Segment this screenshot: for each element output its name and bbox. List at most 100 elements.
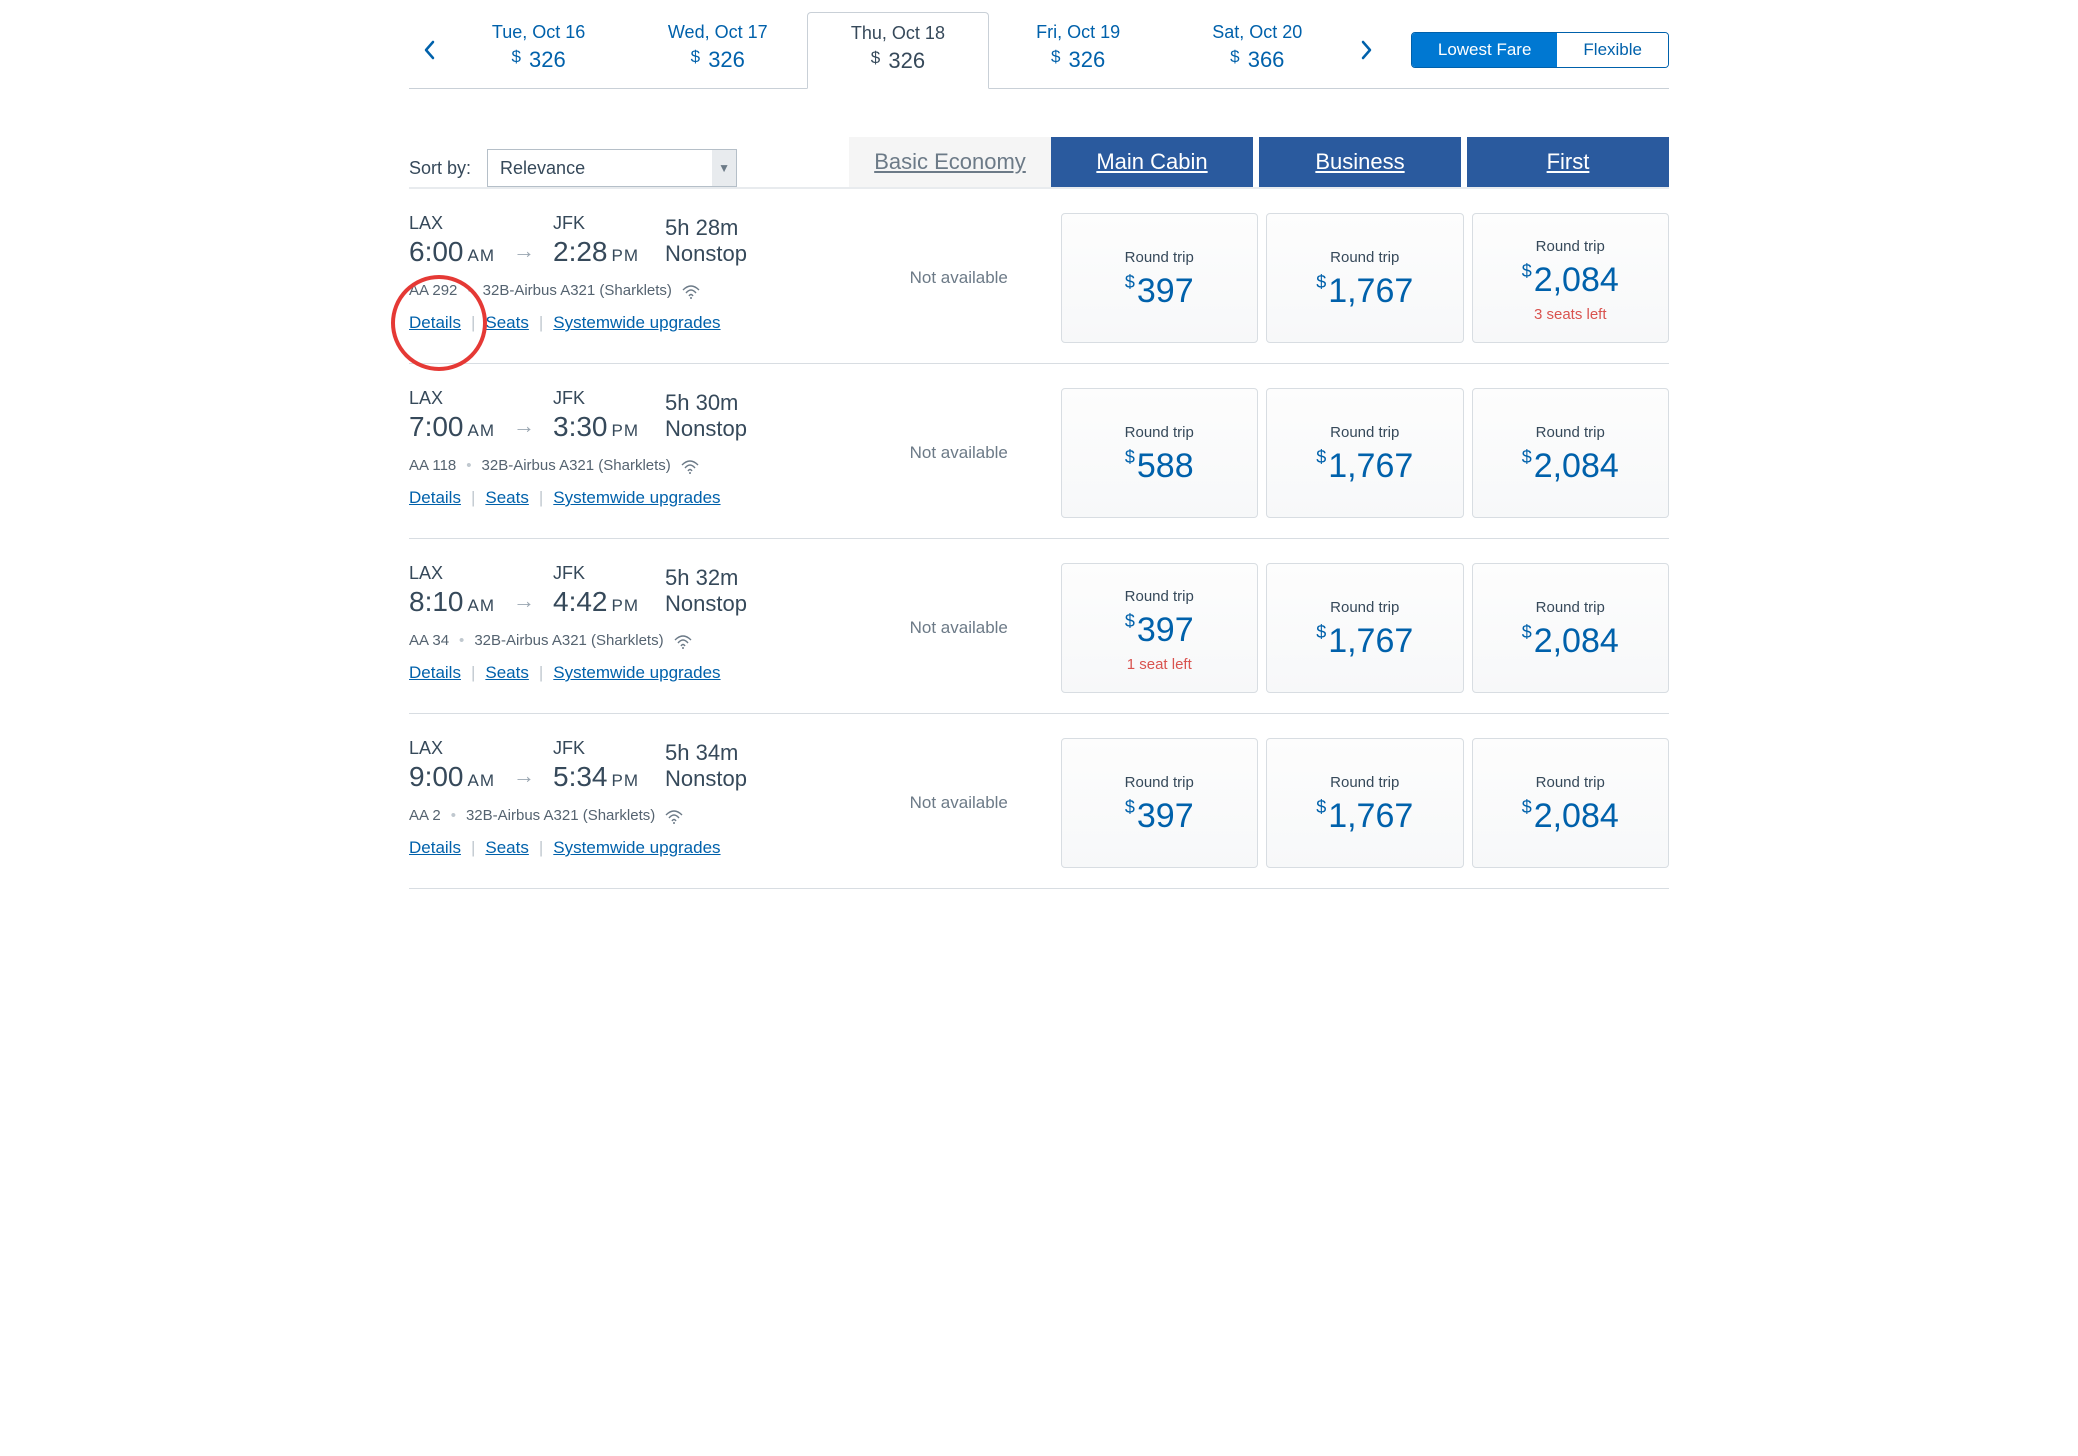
seats-link[interactable]: Seats [485, 663, 528, 682]
flight-number: AA 2 [409, 807, 441, 824]
arrive-time: 2:28PM [553, 236, 639, 268]
flight-stops: Nonstop [665, 416, 747, 442]
aircraft-type: 32B-Airbus A321 (Sharklets) [466, 807, 655, 824]
arrive-time: 4:42PM [553, 586, 639, 618]
fare-biz-card[interactable]: Round trip$1,767 [1266, 563, 1464, 693]
details-link[interactable]: Details [409, 313, 461, 332]
systemwide-upgrades-link[interactable]: Systemwide upgrades [553, 313, 720, 332]
flexible-fare-toggle[interactable]: Flexible [1557, 33, 1668, 67]
fare-main-card[interactable]: Round trip$3971 seat left [1061, 563, 1259, 693]
fare-main-card[interactable]: Round trip$588 [1061, 388, 1259, 518]
arrow-right-icon: → [513, 763, 535, 789]
prev-date-arrow-icon[interactable] [409, 12, 449, 88]
fare-price: $397 [1066, 272, 1254, 311]
sort-select[interactable]: Relevance ▼ [487, 149, 737, 187]
date-tab-price: $ 366 [1168, 47, 1347, 73]
flight-number: AA 292 [409, 282, 457, 299]
wifi-icon [681, 460, 697, 472]
fare-first-card[interactable]: Round trip$2,084 [1472, 388, 1670, 518]
lowest-fare-toggle[interactable]: Lowest Fare [1412, 33, 1558, 67]
date-tab-price: $ 326 [628, 47, 807, 73]
date-tab[interactable]: Sat, Oct 20$ 366 [1168, 12, 1347, 88]
cabin-class-headers: Basic Economy Main Cabin Business First [849, 137, 1669, 187]
fare-trip-type: Round trip [1477, 238, 1665, 255]
next-date-arrow-icon[interactable] [1347, 12, 1387, 88]
depart-time: 8:10AM [409, 586, 495, 618]
flight-row: LAX9:00AM→JFK5:34PM5h 34mNonstopAA 2•32B… [409, 714, 1669, 889]
seats-left-badge: 1 seat left [1066, 656, 1254, 673]
details-link[interactable]: Details [409, 838, 461, 857]
systemwide-upgrades-link[interactable]: Systemwide upgrades [553, 663, 720, 682]
wifi-icon [682, 285, 698, 297]
systemwide-upgrades-link[interactable]: Systemwide upgrades [553, 838, 720, 857]
arrive-airport-code: JFK [553, 563, 639, 584]
chevron-down-icon: ▼ [712, 150, 736, 186]
first-header[interactable]: First [1467, 137, 1669, 187]
business-header[interactable]: Business [1259, 137, 1461, 187]
depart-time: 7:00AM [409, 411, 495, 443]
arrive-airport-code: JFK [553, 213, 639, 234]
systemwide-upgrades-link[interactable]: Systemwide upgrades [553, 488, 720, 507]
fare-biz-card[interactable]: Round trip$1,767 [1266, 388, 1464, 518]
fare-trip-type: Round trip [1271, 599, 1459, 616]
fare-options: Not availableRound trip$588Round trip$1,… [865, 388, 1669, 518]
details-link[interactable]: Details [409, 488, 461, 507]
fare-biz-card[interactable]: Round trip$1,767 [1266, 738, 1464, 868]
fare-trip-type: Round trip [1066, 774, 1254, 791]
date-tab-label: Fri, Oct 19 [989, 22, 1168, 43]
fare-type-toggle: Lowest Fare Flexible [1411, 32, 1669, 68]
fare-options: Not availableRound trip$397Round trip$1,… [865, 213, 1669, 343]
date-tab-price: $ 326 [808, 48, 987, 74]
date-tabs: Tue, Oct 16$ 326Wed, Oct 17$ 326Thu, Oct… [449, 12, 1347, 88]
arrive-time: 3:30PM [553, 411, 639, 443]
flight-stops: Nonstop [665, 766, 747, 792]
date-tab[interactable]: Tue, Oct 16 $ 326 [449, 12, 628, 88]
fare-price: $2,084 [1477, 622, 1665, 661]
sort-label: Sort by: [409, 158, 471, 179]
fare-price: $397 [1066, 797, 1254, 836]
flight-row: LAX7:00AM→JFK3:30PM5h 30mNonstopAA 118•3… [409, 364, 1669, 539]
date-tab[interactable]: Fri, Oct 19$ 326 [989, 12, 1168, 88]
fare-biz-card[interactable]: Round trip$1,767 [1266, 213, 1464, 343]
fare-not-available: Not available [865, 388, 1053, 518]
aircraft-type: 32B-Airbus A321 (Sharklets) [482, 457, 671, 474]
flight-info: LAX8:10AM→JFK4:42PM5h 32mNonstopAA 34•32… [409, 563, 849, 693]
seats-link[interactable]: Seats [485, 313, 528, 332]
seats-link[interactable]: Seats [485, 838, 528, 857]
date-tab[interactable]: Wed, Oct 17$ 326 [628, 12, 807, 88]
date-tab[interactable]: Thu, Oct 18 $ 326 [807, 12, 988, 89]
fare-not-available: Not available [865, 213, 1053, 343]
fare-main-card[interactable]: Round trip $397 [1061, 738, 1259, 868]
date-tab-label: Thu, Oct 18 [808, 23, 987, 44]
fare-price: $1,767 [1271, 797, 1459, 836]
date-carousel: Tue, Oct 16$ 326Wed, Oct 17$ 326Thu, Oct… [409, 12, 1669, 89]
arrive-airport-code: JFK [553, 388, 639, 409]
flight-stops: Nonstop [665, 591, 747, 617]
results-header-row: Sort by: Relevance ▼ Basic Economy Main … [409, 129, 1669, 189]
sort-wrap: Sort by: Relevance ▼ [409, 149, 849, 187]
aircraft-type: 32B-Airbus A321 (Sharklets) [483, 282, 672, 299]
details-link[interactable]: Details [409, 663, 461, 682]
fare-trip-type: Round trip [1477, 599, 1665, 616]
main-cabin-header[interactable]: Main Cabin [1051, 137, 1253, 187]
fare-price: $2,084 [1477, 447, 1665, 486]
flight-duration: 5h 32m [665, 565, 747, 591]
aircraft-type: 32B-Airbus A321 (Sharklets) [474, 632, 663, 649]
depart-time: 6:00AM [409, 236, 495, 268]
fare-first-card[interactable]: Round trip$2,0843 seats left [1472, 213, 1670, 343]
fare-main-card[interactable]: Round trip$397 [1061, 213, 1259, 343]
date-tab-price: $ 326 [449, 47, 628, 73]
arrive-time: 5:34PM [553, 761, 639, 793]
fare-first-card[interactable]: Round trip $2,084 [1472, 563, 1670, 693]
flight-duration: 5h 34m [665, 740, 747, 766]
flight-info: LAX9:00AM→JFK5:34PM5h 34mNonstopAA 2•32B… [409, 738, 849, 868]
arrow-right-icon: → [513, 588, 535, 614]
basic-economy-header[interactable]: Basic Economy [849, 137, 1051, 187]
depart-time: 9:00AM [409, 761, 495, 793]
fare-price: $2,084 [1477, 797, 1665, 836]
fare-price: $1,767 [1271, 447, 1459, 486]
fare-price: $1,767 [1271, 272, 1459, 311]
fare-first-card[interactable]: Round trip$2,084 [1472, 738, 1670, 868]
seats-link[interactable]: Seats [485, 488, 528, 507]
date-tab-label: Tue, Oct 16 [449, 22, 628, 43]
